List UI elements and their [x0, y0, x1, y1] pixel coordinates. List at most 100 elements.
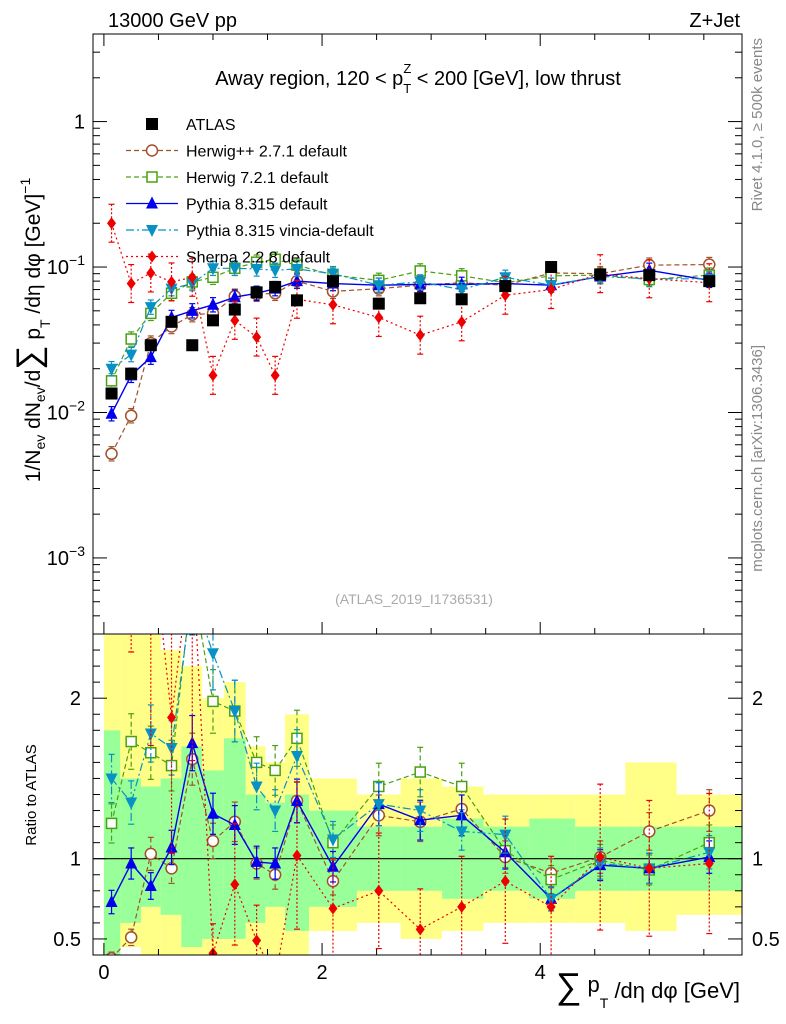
legend-item: ATLAS — [146, 117, 236, 134]
ratio-point — [105, 817, 118, 830]
ratio-point — [326, 859, 339, 872]
data-point — [594, 268, 607, 281]
data-point — [230, 314, 240, 327]
ratio-point — [414, 805, 427, 818]
data-point — [250, 286, 263, 299]
data-point — [208, 369, 218, 382]
data-point — [270, 369, 280, 382]
ratio-y-tick-label: 1 — [70, 849, 81, 871]
legend-marker — [146, 196, 158, 209]
legend-label: Pythia 8.315 default — [186, 197, 328, 214]
ratio-point — [703, 847, 716, 860]
ratio-point — [144, 847, 158, 861]
data-point — [125, 333, 137, 345]
data-point — [144, 339, 157, 352]
ratio-point — [250, 854, 263, 867]
ratio-point — [326, 834, 339, 847]
ratio-point — [271, 973, 280, 985]
ratio-point — [124, 931, 138, 944]
ratio-point — [500, 875, 510, 888]
data-point — [290, 294, 303, 307]
series-herwig-2-7-1-default — [105, 256, 716, 462]
ratio-point — [269, 856, 282, 869]
data-point — [228, 303, 241, 316]
x-axis-label: ∑ pT /dη dφ [GeV] — [556, 965, 740, 1011]
data-point — [414, 276, 427, 289]
data-point — [269, 265, 282, 278]
mcplots-label: mcplots.cern.ch [arXiv:1306.3436] — [749, 345, 766, 572]
band-inner-bin — [181, 746, 203, 947]
y-tick-label: 10−1 — [47, 252, 85, 279]
legend-label: ATLAS — [186, 117, 236, 134]
ratio-point — [250, 781, 263, 794]
legend-marker — [147, 250, 157, 263]
ratio-point — [269, 805, 282, 818]
ratio-point — [106, 951, 117, 955]
ratio-point — [414, 766, 426, 778]
data-point — [500, 289, 510, 302]
legend-label: Pythia 8.315 vincia-default — [186, 223, 374, 240]
x-axis-label-string: ∑ pT /dη dφ [GeV] — [556, 965, 740, 1011]
ratio-y-tick-label-right: 0.5 — [752, 929, 780, 951]
data-point — [206, 314, 219, 327]
data-point — [252, 331, 262, 344]
x-tick-label: 2 — [316, 962, 327, 984]
ratio-y-tick-label-right: 1 — [752, 849, 763, 871]
ratio-point — [269, 764, 281, 777]
ratio-y-label: Ratio to ATLAS — [23, 744, 40, 845]
x-tick-label: 0 — [98, 962, 109, 984]
ratio-series-sherpa-2-2-8-default — [128, 634, 714, 985]
ratio-point — [206, 806, 219, 819]
data-point — [414, 292, 427, 305]
ratio-point — [292, 849, 302, 862]
legend-marker — [146, 118, 158, 130]
legend-item: Herwig 7.2.1 default — [126, 170, 329, 187]
ratio-point — [125, 856, 138, 869]
ratio-point — [125, 797, 138, 810]
y-tick-label: 10−3 — [47, 543, 85, 570]
ratio-point — [207, 695, 219, 708]
series-line — [111, 263, 710, 455]
y-axis-label-string: 1/Nev dNev/d∑ pT /dη dφ [GeV]−1 — [10, 178, 53, 483]
data-point — [372, 297, 385, 310]
ratio-point — [546, 900, 556, 913]
data-point — [165, 283, 178, 296]
data-point — [105, 375, 118, 387]
ratio-point — [206, 834, 220, 848]
ratio-point — [228, 706, 241, 719]
ratio-point — [704, 857, 714, 870]
series-line — [110, 269, 710, 415]
ratio-point — [144, 878, 157, 891]
legend-item: Pythia 8.315 vincia-default — [126, 223, 374, 240]
data-point — [124, 409, 138, 422]
data-point — [206, 297, 219, 310]
legend-marker — [145, 144, 159, 157]
data-point — [228, 290, 241, 303]
y-axis-label: 1/Nev dNev/d∑ pT /dη dφ [GeV]−1 — [10, 178, 53, 483]
data-point — [186, 339, 199, 352]
legend-label: Herwig 7.2.1 default — [186, 170, 329, 187]
y-tick-label: 10−2 — [47, 397, 85, 424]
ratio-point — [290, 750, 303, 763]
ratio-point — [252, 934, 262, 947]
main-panel-data — [105, 203, 716, 462]
band-inner-bin — [202, 770, 224, 939]
ratio-y-tick-label: 0.5 — [53, 929, 81, 951]
ratio-point — [415, 923, 425, 936]
data-point — [144, 350, 157, 363]
series-herwig-7-2-1-default — [105, 251, 716, 389]
ratio-point — [230, 878, 240, 891]
ratio-point — [105, 895, 118, 908]
legend-marker — [146, 225, 158, 237]
analysis-watermark: (ATLAS_2019_I1736531) — [335, 591, 493, 607]
legend-marker — [146, 171, 158, 183]
ratio-point — [186, 587, 198, 599]
ratio-point — [374, 884, 384, 897]
ratio-point — [643, 825, 656, 838]
ratio-point — [372, 799, 385, 812]
ratio-point — [125, 735, 137, 748]
data-point — [126, 277, 136, 290]
data-point — [146, 266, 156, 279]
data-point — [186, 303, 199, 316]
